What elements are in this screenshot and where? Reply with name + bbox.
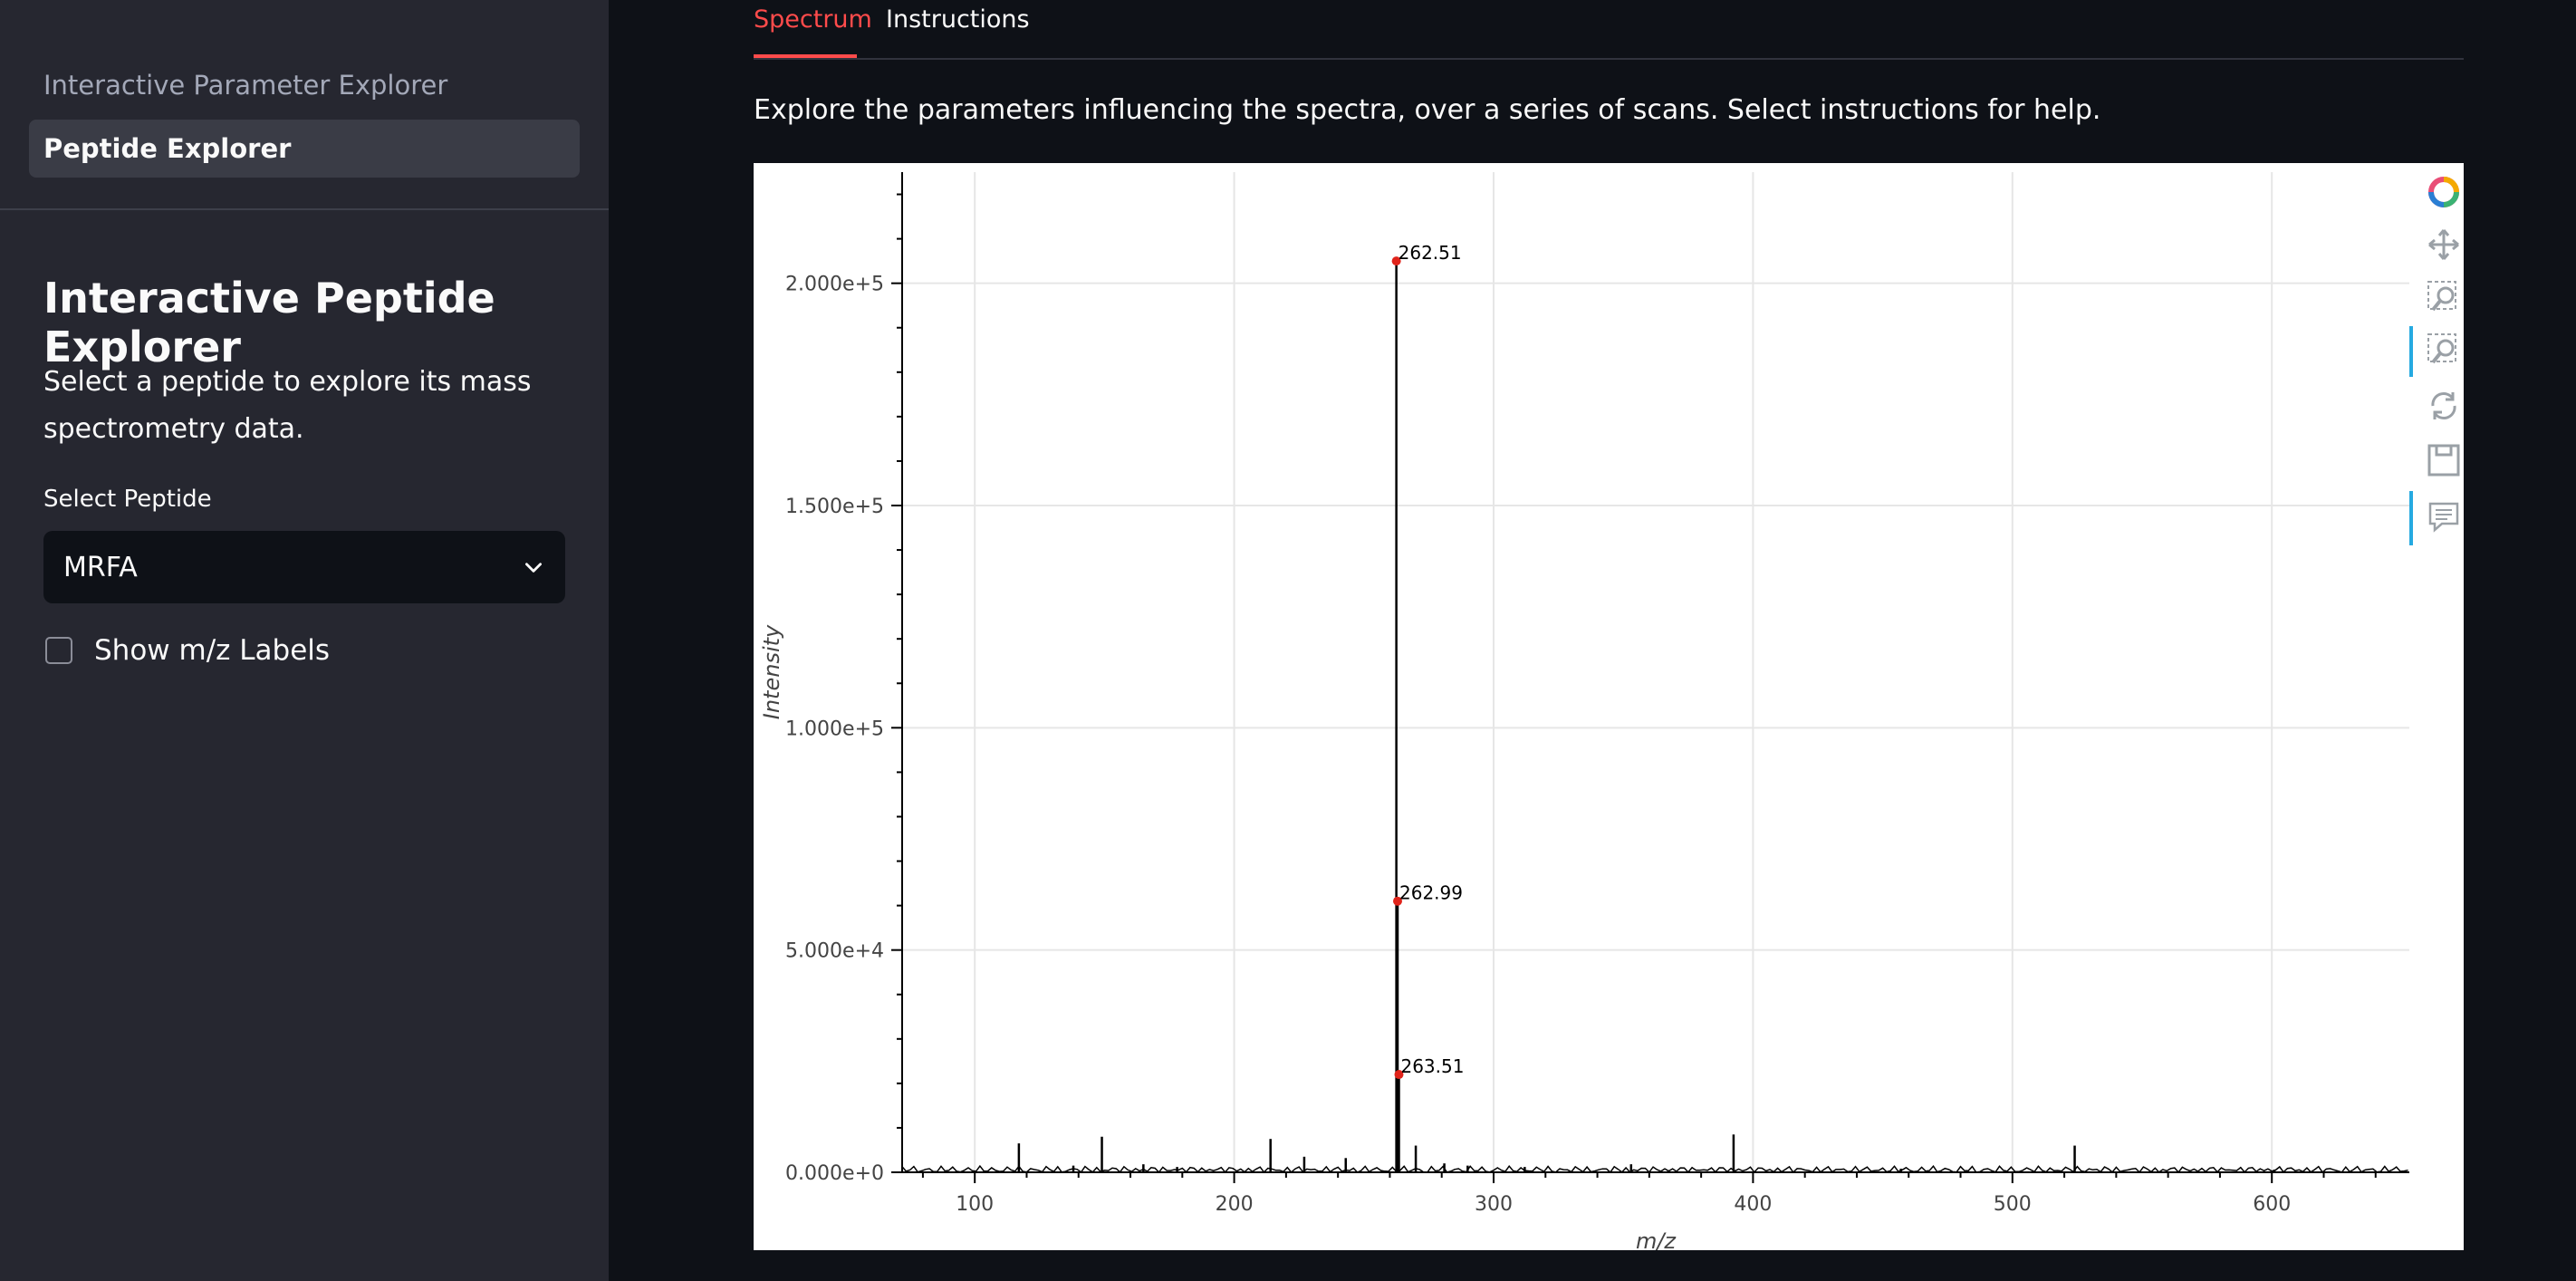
sidebar: Interactive Parameter Explorer Peptide E… <box>0 0 609 1281</box>
y-tick-label: 0.000e+0 <box>785 1162 884 1185</box>
pan-icon[interactable] <box>2426 226 2462 263</box>
show-mz-labels-checkbox[interactable] <box>45 637 72 664</box>
sidebar-description: Select a peptide to explore its mass spe… <box>43 366 532 445</box>
active-inspect-indicator <box>2409 491 2413 545</box>
wheel-zoom-icon[interactable] <box>2426 332 2462 368</box>
main-description: Explore the parameters influencing the s… <box>754 94 2101 126</box>
bokeh-logo-icon[interactable] <box>2426 174 2462 210</box>
spectrum-chart[interactable]: 0.000e+0 5.000e+4 1.000e+5 1.500e+5 2.000e+5… <box>754 163 2464 1250</box>
x-tick-label: 600 <box>2253 1193 2291 1216</box>
peptide-select[interactable]: MRFA <box>43 531 565 603</box>
x-tick-label: 400 <box>1734 1193 1772 1216</box>
active-tool-indicator <box>2409 326 2413 377</box>
peak-label: 263.51 <box>1400 1055 1464 1077</box>
peak-label: 262.99 <box>1399 882 1463 904</box>
peak-marker <box>1393 896 1403 906</box>
y-axis-label: Intensity <box>759 624 784 719</box>
x-tick-label: 500 <box>1994 1193 2032 1216</box>
peak-marker <box>1391 256 1401 266</box>
x-tick-label: 300 <box>1475 1193 1513 1216</box>
hover-tooltip-icon[interactable] <box>2426 498 2462 535</box>
save-icon[interactable] <box>2426 442 2462 478</box>
tab-spectrum[interactable]: Spectrum <box>754 5 872 34</box>
y-tick-label: 1.000e+5 <box>785 718 884 740</box>
x-tick-label: 200 <box>1216 1193 1254 1216</box>
tab-spectrum-indicator <box>754 54 857 58</box>
plot-toolbar <box>2409 163 2464 545</box>
reset-icon[interactable] <box>2426 388 2462 424</box>
sidebar-title: Interactive Peptide Explorer <box>43 274 495 371</box>
x-axis-label: m/z <box>1636 1228 1677 1250</box>
nav-item-interactive-parameter-explorer[interactable]: Interactive Parameter Explorer <box>43 70 448 101</box>
x-tick-label: 100 <box>956 1193 994 1216</box>
y-tick-label: 5.000e+4 <box>785 940 884 963</box>
chevron-down-icon <box>525 563 542 573</box>
tab-instructions[interactable]: Instructions <box>886 5 1030 34</box>
nav-item-peptide-explorer[interactable]: Peptide Explorer <box>29 120 580 178</box>
spectrum-plot[interactable]: 0.000e+0 5.000e+4 1.000e+5 1.500e+5 2.000e+5… <box>754 163 2464 1250</box>
show-mz-labels-label: Show m/z Labels <box>94 634 331 667</box>
y-tick-label: 2.000e+5 <box>785 274 884 296</box>
sidebar-divider <box>0 208 609 210</box>
select-peptide-label: Select Peptide <box>43 486 212 513</box>
y-tick-label: 1.500e+5 <box>785 496 884 518</box>
show-mz-labels-checkbox-row[interactable]: Show m/z Labels <box>45 634 330 667</box>
noise-baseline <box>901 1164 2408 1174</box>
peak-label: 262.51 <box>1399 242 1462 264</box>
tab-bar: Spectrum Instructions <box>754 0 2464 60</box>
peptide-select-value: MRFA <box>63 551 138 583</box>
box-zoom-icon[interactable] <box>2426 279 2462 315</box>
peak-marker <box>1394 1070 1404 1080</box>
